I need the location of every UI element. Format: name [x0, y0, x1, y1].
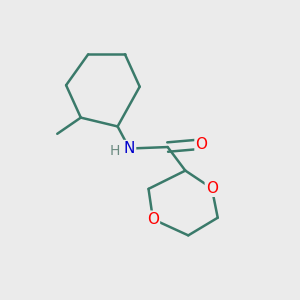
Text: H: H: [110, 144, 120, 158]
Text: O: O: [196, 136, 208, 152]
Text: N: N: [124, 141, 135, 156]
Text: O: O: [147, 212, 159, 227]
Text: O: O: [206, 181, 218, 196]
